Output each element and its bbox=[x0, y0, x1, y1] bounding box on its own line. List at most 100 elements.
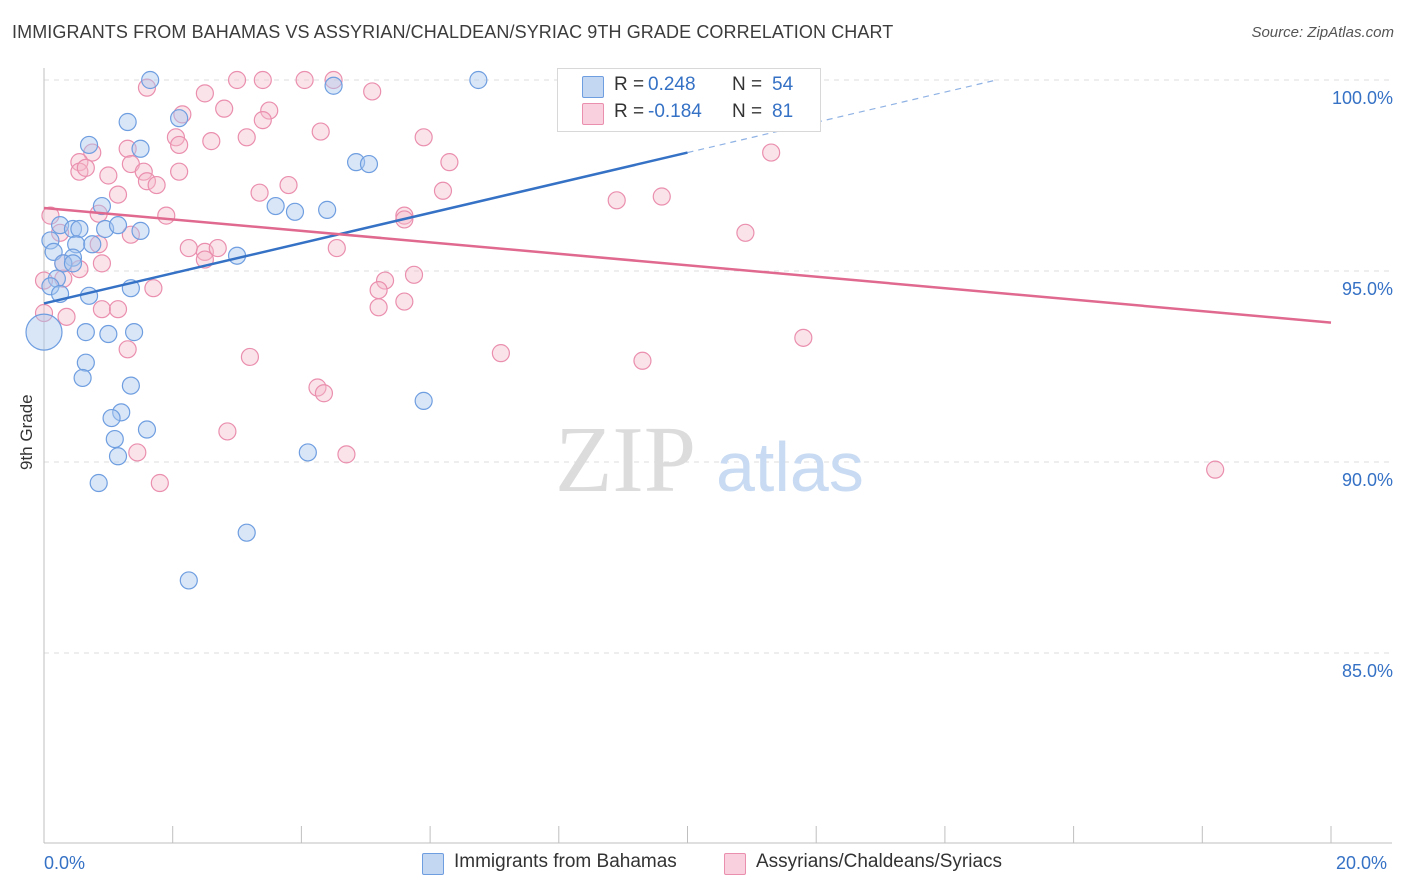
legend-swatch-pink bbox=[724, 853, 746, 875]
point-bahamas bbox=[41, 277, 60, 296]
point-assyrian bbox=[607, 191, 626, 210]
point-assyrian bbox=[433, 181, 453, 200]
stats-box: R = 0.248 N = 54 R = -0.184 N = 81 bbox=[557, 68, 821, 132]
point-assyrian bbox=[34, 303, 54, 323]
point-bahamas bbox=[76, 353, 95, 372]
axes bbox=[43, 68, 1392, 844]
point-assyrian bbox=[369, 298, 388, 317]
point-assyrian bbox=[395, 292, 414, 311]
point-bahamas bbox=[170, 109, 189, 128]
point-bahamas bbox=[141, 70, 160, 90]
point-bahamas bbox=[105, 429, 124, 449]
stats-n-value-pink: 81 bbox=[772, 101, 794, 122]
y-tick-label: 100.0% bbox=[1332, 88, 1393, 108]
y-tick-label: 95.0% bbox=[1342, 279, 1393, 299]
point-assyrian bbox=[147, 175, 166, 195]
point-bahamas bbox=[92, 196, 112, 216]
point-assyrian bbox=[215, 99, 234, 118]
point-assyrian bbox=[253, 111, 272, 130]
point-assyrian bbox=[128, 443, 147, 462]
point-assyrian bbox=[118, 139, 137, 158]
watermark-atlas: atlas bbox=[716, 428, 864, 506]
point-bahamas bbox=[73, 368, 92, 388]
point-assyrian bbox=[195, 84, 214, 103]
point-bahamas bbox=[102, 408, 121, 428]
point-bahamas bbox=[121, 376, 140, 395]
point-bahamas bbox=[63, 248, 83, 267]
point-assyrian bbox=[170, 162, 189, 181]
point-assyrian bbox=[202, 132, 221, 151]
point-assyrian bbox=[118, 340, 137, 359]
point-assyrian bbox=[76, 158, 95, 177]
point-assyrian bbox=[1206, 460, 1225, 479]
point-bahamas bbox=[179, 571, 198, 590]
point-assyrian bbox=[99, 166, 118, 185]
y-tick-label: 85.0% bbox=[1342, 661, 1393, 681]
point-assyrian bbox=[314, 384, 334, 403]
point-bahamas bbox=[79, 286, 99, 305]
stats-swatch-blue bbox=[582, 76, 604, 98]
point-bahamas bbox=[118, 112, 137, 132]
x-tick-max: 20.0% bbox=[1336, 853, 1388, 873]
point-assyrian bbox=[736, 223, 755, 242]
point-assyrian bbox=[89, 235, 108, 254]
point-assyrian bbox=[491, 344, 510, 363]
point-assyrian bbox=[144, 279, 163, 298]
point-bahamas bbox=[469, 70, 488, 90]
trend-line-assyrian bbox=[43, 206, 1332, 324]
point-assyrian bbox=[324, 70, 343, 90]
data-points bbox=[25, 70, 1225, 590]
stats-r-value-blue: 0.248 bbox=[648, 74, 696, 95]
point-assyrian bbox=[260, 101, 279, 120]
point-bahamas bbox=[237, 523, 256, 542]
stats-r-value-pink: -0.184 bbox=[648, 101, 702, 122]
point-bahamas bbox=[63, 254, 83, 273]
point-bahamas bbox=[359, 154, 379, 174]
point-bahamas bbox=[298, 443, 317, 462]
stats-n-value-blue: 54 bbox=[772, 74, 794, 95]
stats-n-label: N = bbox=[732, 101, 763, 122]
point-assyrian bbox=[92, 254, 112, 273]
point-bahamas bbox=[108, 447, 128, 466]
point-assyrian bbox=[327, 238, 346, 258]
point-assyrian bbox=[121, 225, 140, 244]
point-bahamas bbox=[89, 473, 108, 493]
point-assyrian bbox=[134, 162, 153, 181]
legend-label-pink: Assyrians/Chaldeans/Syriacs bbox=[756, 851, 1003, 872]
point-bahamas bbox=[108, 216, 128, 235]
point-bahamas bbox=[131, 221, 150, 240]
trend-lines bbox=[43, 79, 1332, 324]
point-assyrian bbox=[227, 70, 247, 90]
point-bahamas bbox=[324, 76, 343, 95]
point-bahamas bbox=[70, 219, 89, 239]
point-bahamas bbox=[414, 391, 433, 410]
point-assyrian bbox=[92, 300, 112, 319]
point-bahamas bbox=[63, 219, 83, 239]
point-assyrian bbox=[337, 445, 356, 464]
point-assyrian bbox=[633, 351, 652, 370]
point-assyrian bbox=[108, 185, 128, 204]
stats-r-label: R = bbox=[614, 74, 645, 95]
trend-line-bahamas bbox=[43, 151, 688, 305]
point-bahamas bbox=[54, 254, 73, 273]
legend-label-blue: Immigrants from Bahamas bbox=[454, 851, 677, 872]
point-bahamas bbox=[47, 269, 66, 288]
point-bahamas bbox=[99, 324, 118, 344]
point-bahamas bbox=[131, 139, 150, 158]
point-assyrian bbox=[150, 473, 169, 493]
source-label: Source: ZipAtlas.com bbox=[1251, 24, 1394, 41]
point-bahamas bbox=[124, 323, 144, 342]
point-assyrian bbox=[179, 238, 198, 258]
point-bahamas bbox=[25, 313, 63, 351]
point-assyrian bbox=[57, 307, 76, 326]
point-assyrian bbox=[218, 422, 237, 441]
point-assyrian bbox=[208, 238, 227, 258]
point-assyrian bbox=[414, 128, 433, 147]
point-assyrian bbox=[108, 300, 128, 319]
stats-swatch-pink bbox=[582, 103, 604, 125]
legend-swatch-blue bbox=[422, 853, 444, 875]
point-assyrian bbox=[794, 328, 813, 347]
y-tick-label: 90.0% bbox=[1342, 470, 1393, 490]
stats-n-label: N = bbox=[732, 74, 763, 95]
